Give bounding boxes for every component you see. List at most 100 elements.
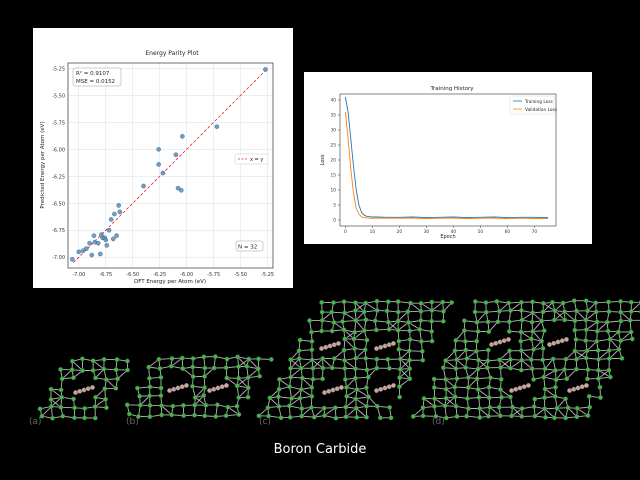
boron-atom (607, 374, 613, 380)
boron-atom (190, 383, 195, 389)
boron-atom (224, 375, 230, 381)
boron-atom (540, 357, 546, 363)
boron-atom (628, 329, 634, 335)
boron-atom (477, 415, 483, 420)
parity-y-tick-label: -6.25 (52, 174, 65, 180)
boron-atom (211, 365, 217, 371)
parity-y-tick-label: -6.50 (52, 201, 65, 207)
boron-atom (102, 386, 108, 392)
parity-data-point (98, 251, 103, 257)
boron-atom (124, 358, 130, 364)
boron-atom (168, 363, 174, 369)
boron-atom (420, 357, 426, 363)
boron-atom (71, 375, 76, 381)
boron-atom (508, 308, 513, 313)
boron-atom (518, 308, 524, 313)
boron-atom (353, 308, 358, 313)
boron-atom (79, 356, 85, 362)
boron-atom (319, 309, 325, 315)
training-loss-line (344, 96, 548, 219)
boron-atom (474, 338, 480, 344)
history-x-tick-label: 20 (397, 229, 403, 235)
boron-atom (465, 406, 471, 411)
boron-atom (454, 414, 460, 419)
parity-data-point (156, 147, 161, 152)
boron-atom (419, 339, 424, 344)
boron-atom (618, 309, 624, 315)
parity-x-tick-label: -7.00 (72, 272, 85, 278)
parity-data-point (76, 249, 82, 255)
boron-atom (351, 336, 357, 342)
boron-atom (628, 299, 634, 305)
carbon-atom (184, 383, 189, 388)
boron-atom (287, 414, 293, 420)
history-title: Training History (429, 86, 474, 92)
boron-atom (48, 386, 54, 392)
boron-atom (90, 368, 96, 373)
boron-atom (288, 365, 294, 371)
history-legend-training-label: Training Loss (524, 99, 554, 105)
boron-atom (343, 404, 349, 410)
boron-atom (529, 319, 535, 325)
boron-atom (101, 357, 107, 362)
boron-atom (309, 347, 315, 353)
boron-atom (475, 387, 481, 392)
boron-atom (234, 403, 240, 409)
parity-mse-text: MSE = 0.0152 (76, 79, 115, 85)
parity-data-point (214, 124, 220, 129)
boron-atom (584, 348, 590, 354)
boron-atom (236, 364, 242, 369)
boron-atom (530, 299, 535, 305)
boron-atom (309, 357, 315, 363)
history-y-tick-label: 10 (331, 188, 337, 194)
boron-atom (453, 338, 459, 343)
boron-atom (352, 375, 358, 381)
boron-atom (320, 376, 325, 382)
boron-atom (344, 384, 349, 390)
boron-atom (93, 375, 98, 381)
parity-data-point (112, 211, 117, 217)
boron-atom (386, 326, 392, 332)
boron-atom (562, 317, 568, 323)
boron-atom (542, 406, 548, 412)
boron-atom (410, 414, 416, 419)
boron-atom (539, 338, 544, 344)
history-plot-frame (339, 93, 557, 227)
boron-atom (245, 385, 251, 391)
parity-x-tick-label: -6.00 (180, 272, 193, 278)
boron-atom (542, 386, 548, 392)
boron-atom (618, 338, 624, 344)
parity-y-tick-label: -5.75 (52, 120, 65, 126)
parity-points (70, 67, 268, 262)
boron-atom (440, 318, 446, 324)
history-y-tick-label: 30 (331, 128, 337, 134)
structure-label-c: (c) (259, 417, 271, 427)
boron-atom (147, 384, 153, 390)
boron-atom (256, 356, 261, 362)
boron-atom (562, 366, 567, 372)
boron-atom (287, 384, 293, 390)
boron-atom (474, 319, 480, 325)
boron-atom (319, 328, 324, 334)
boron-atom (69, 367, 75, 373)
boron-atom (418, 308, 424, 314)
history-series (344, 96, 548, 219)
boron-atom (90, 358, 96, 364)
boron-atom (202, 373, 207, 379)
boron-atom (244, 363, 250, 369)
boron-atom (320, 365, 326, 371)
boron-atom (531, 347, 536, 352)
boron-atom (353, 396, 359, 402)
structure-a-lattice (37, 356, 130, 421)
boron-atom (342, 310, 347, 316)
boron-atom (340, 319, 345, 324)
boron-atom (407, 337, 413, 342)
boron-atom (440, 365, 446, 371)
boron-atom (341, 299, 347, 305)
boron-atom (463, 365, 468, 370)
boron-atom (543, 415, 548, 420)
parity-y-tick-label: -7.00 (52, 255, 65, 261)
boron-atom (483, 300, 489, 306)
parity-data-point (117, 209, 123, 215)
parity-y-ticks: -5.25 -5.50 -5.75 -6.00 -6.25 -6.50 -6.75 -7.00 (52, 66, 65, 261)
